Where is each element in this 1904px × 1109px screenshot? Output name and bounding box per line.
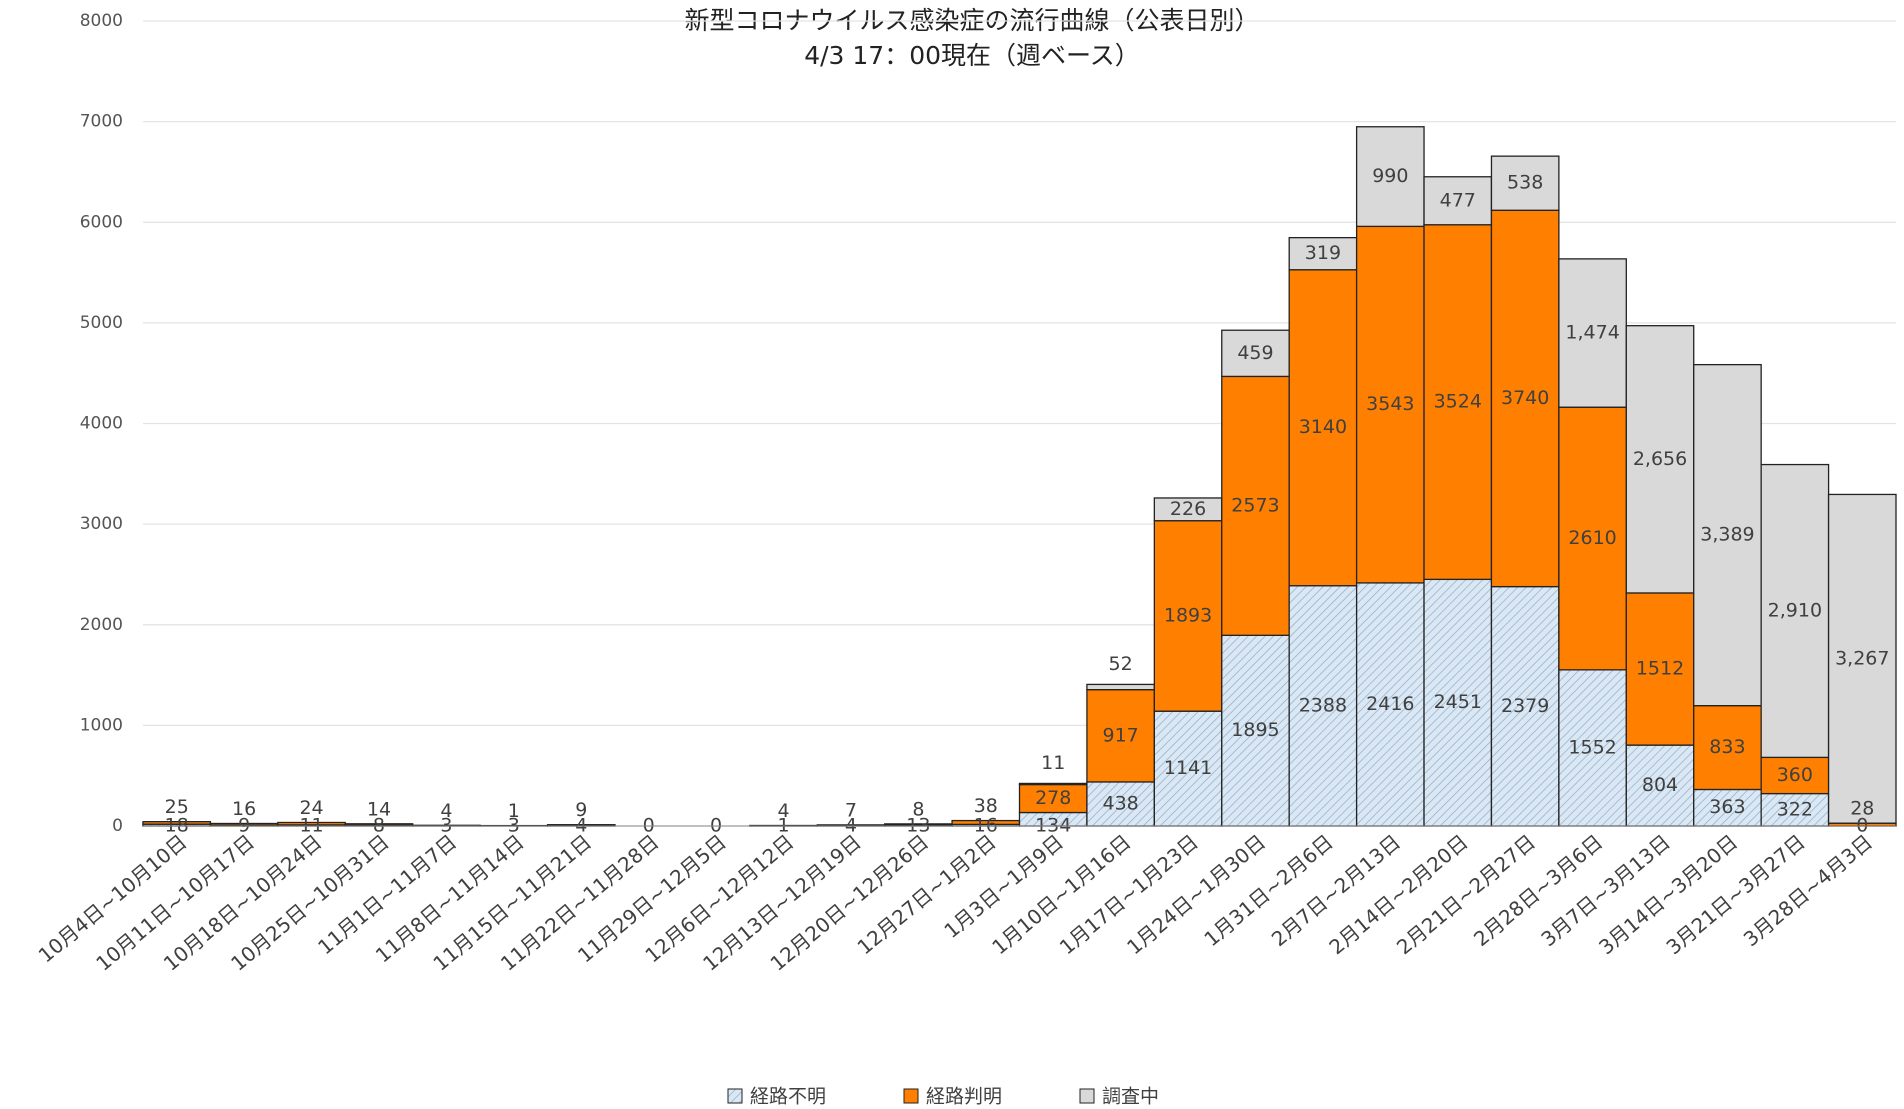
data-label: 833 [1709,736,1745,758]
data-label: 459 [1237,342,1273,364]
legend-item: 経路不明 [727,1086,826,1108]
data-label: 14 [367,798,391,820]
y-tick-label: 8000 [80,11,123,31]
bar-segment [1625,592,1695,746]
bar-segment [1760,463,1830,759]
legend-label: 経路判明 [926,1086,1002,1108]
data-label: 2,656 [1633,448,1687,470]
bar-segment [1625,325,1695,594]
data-label: 9 [575,799,587,821]
bar-segment [1827,493,1897,824]
legend-label: 経路不明 [750,1086,826,1108]
data-label: 16 [232,798,256,820]
data-label: 322 [1777,798,1813,820]
data-label: 3,267 [1835,647,1889,669]
y-tick-label: 6000 [80,212,123,232]
data-label: 804 [1642,774,1678,796]
data-label: 28 [1850,798,1874,820]
chart-subtitle: 4/3 17：00現在（週ベース） [804,41,1140,70]
data-label: 52 [1109,653,1133,675]
data-label: 990 [1372,165,1408,187]
data-label: 1512 [1636,658,1684,680]
data-label: 2379 [1501,695,1549,717]
bar-segment [1423,176,1493,226]
data-label: 1895 [1231,719,1279,741]
data-label: 8 [912,798,924,820]
y-tick-label: 4000 [80,414,123,434]
bar-segment [1086,683,1155,691]
y-tick-label: 0 [112,816,123,836]
data-label: 4 [777,800,789,822]
data-label: 2573 [1231,494,1279,516]
data-label: 24 [299,797,323,819]
bar-segment [1558,258,1627,408]
bar-segment [1288,236,1358,271]
data-label: 4 [440,800,452,822]
data-label: 3740 [1501,387,1549,409]
y-tick-label: 3000 [80,514,123,534]
legend-swatch [1079,1088,1095,1104]
data-label: 2610 [1568,527,1616,549]
y-tick-label: 2000 [80,615,123,635]
data-label: 3524 [1434,391,1482,413]
legend-item: 調査中 [1079,1086,1159,1108]
data-label: 538 [1507,172,1543,194]
y-tick-label: 5000 [80,313,123,333]
legend-item: 経路判明 [903,1086,1002,1108]
data-label: 1141 [1164,757,1212,779]
legend-swatch [727,1088,743,1104]
data-label: 25 [165,796,189,818]
data-label: 3,389 [1700,524,1754,546]
data-label: 38 [974,795,998,817]
bar-segment [1558,669,1627,827]
data-label: 11 [1041,752,1065,774]
data-label: 278 [1035,787,1071,809]
bar-segment [1355,126,1425,228]
bar-segment [1490,155,1560,211]
y-tick-label: 1000 [80,715,123,735]
data-label: 363 [1709,796,1745,818]
data-label: 2416 [1366,693,1414,715]
data-label: 1552 [1568,736,1616,758]
legend-swatch [903,1088,919,1104]
bar-segment [1288,269,1358,587]
bar-segment [344,823,414,826]
bar-segment [1221,375,1290,636]
data-label: 3543 [1366,393,1414,415]
y-tick-label: 7000 [80,112,123,132]
data-label: 1,474 [1565,322,1619,344]
data-label: 477 [1440,189,1476,211]
bar-segment [1693,363,1762,707]
bar-segment [1221,329,1290,378]
bar-segment [1018,783,1088,814]
data-label: 1893 [1164,604,1212,626]
legend-label: 調査中 [1102,1086,1159,1108]
bar-segment [1355,225,1425,584]
data-label: 2,910 [1768,599,1822,621]
data-label: 3140 [1299,416,1347,438]
data-label: 226 [1170,498,1206,520]
data-label: 438 [1103,792,1139,814]
data-label: 319 [1305,242,1341,264]
bar-segment [1221,634,1290,827]
bar-segment [1490,209,1560,588]
bar-segment [1760,756,1830,795]
data-label: 360 [1777,764,1813,786]
data-label: 7 [845,799,857,821]
bar-segment [1355,582,1425,827]
data-label: 1 [508,800,520,822]
data-label: 2451 [1434,691,1482,713]
bar-segment [1018,782,1088,786]
data-label: 917 [1103,724,1139,746]
data-label: 2388 [1299,694,1347,716]
bar-segment [1288,585,1358,827]
